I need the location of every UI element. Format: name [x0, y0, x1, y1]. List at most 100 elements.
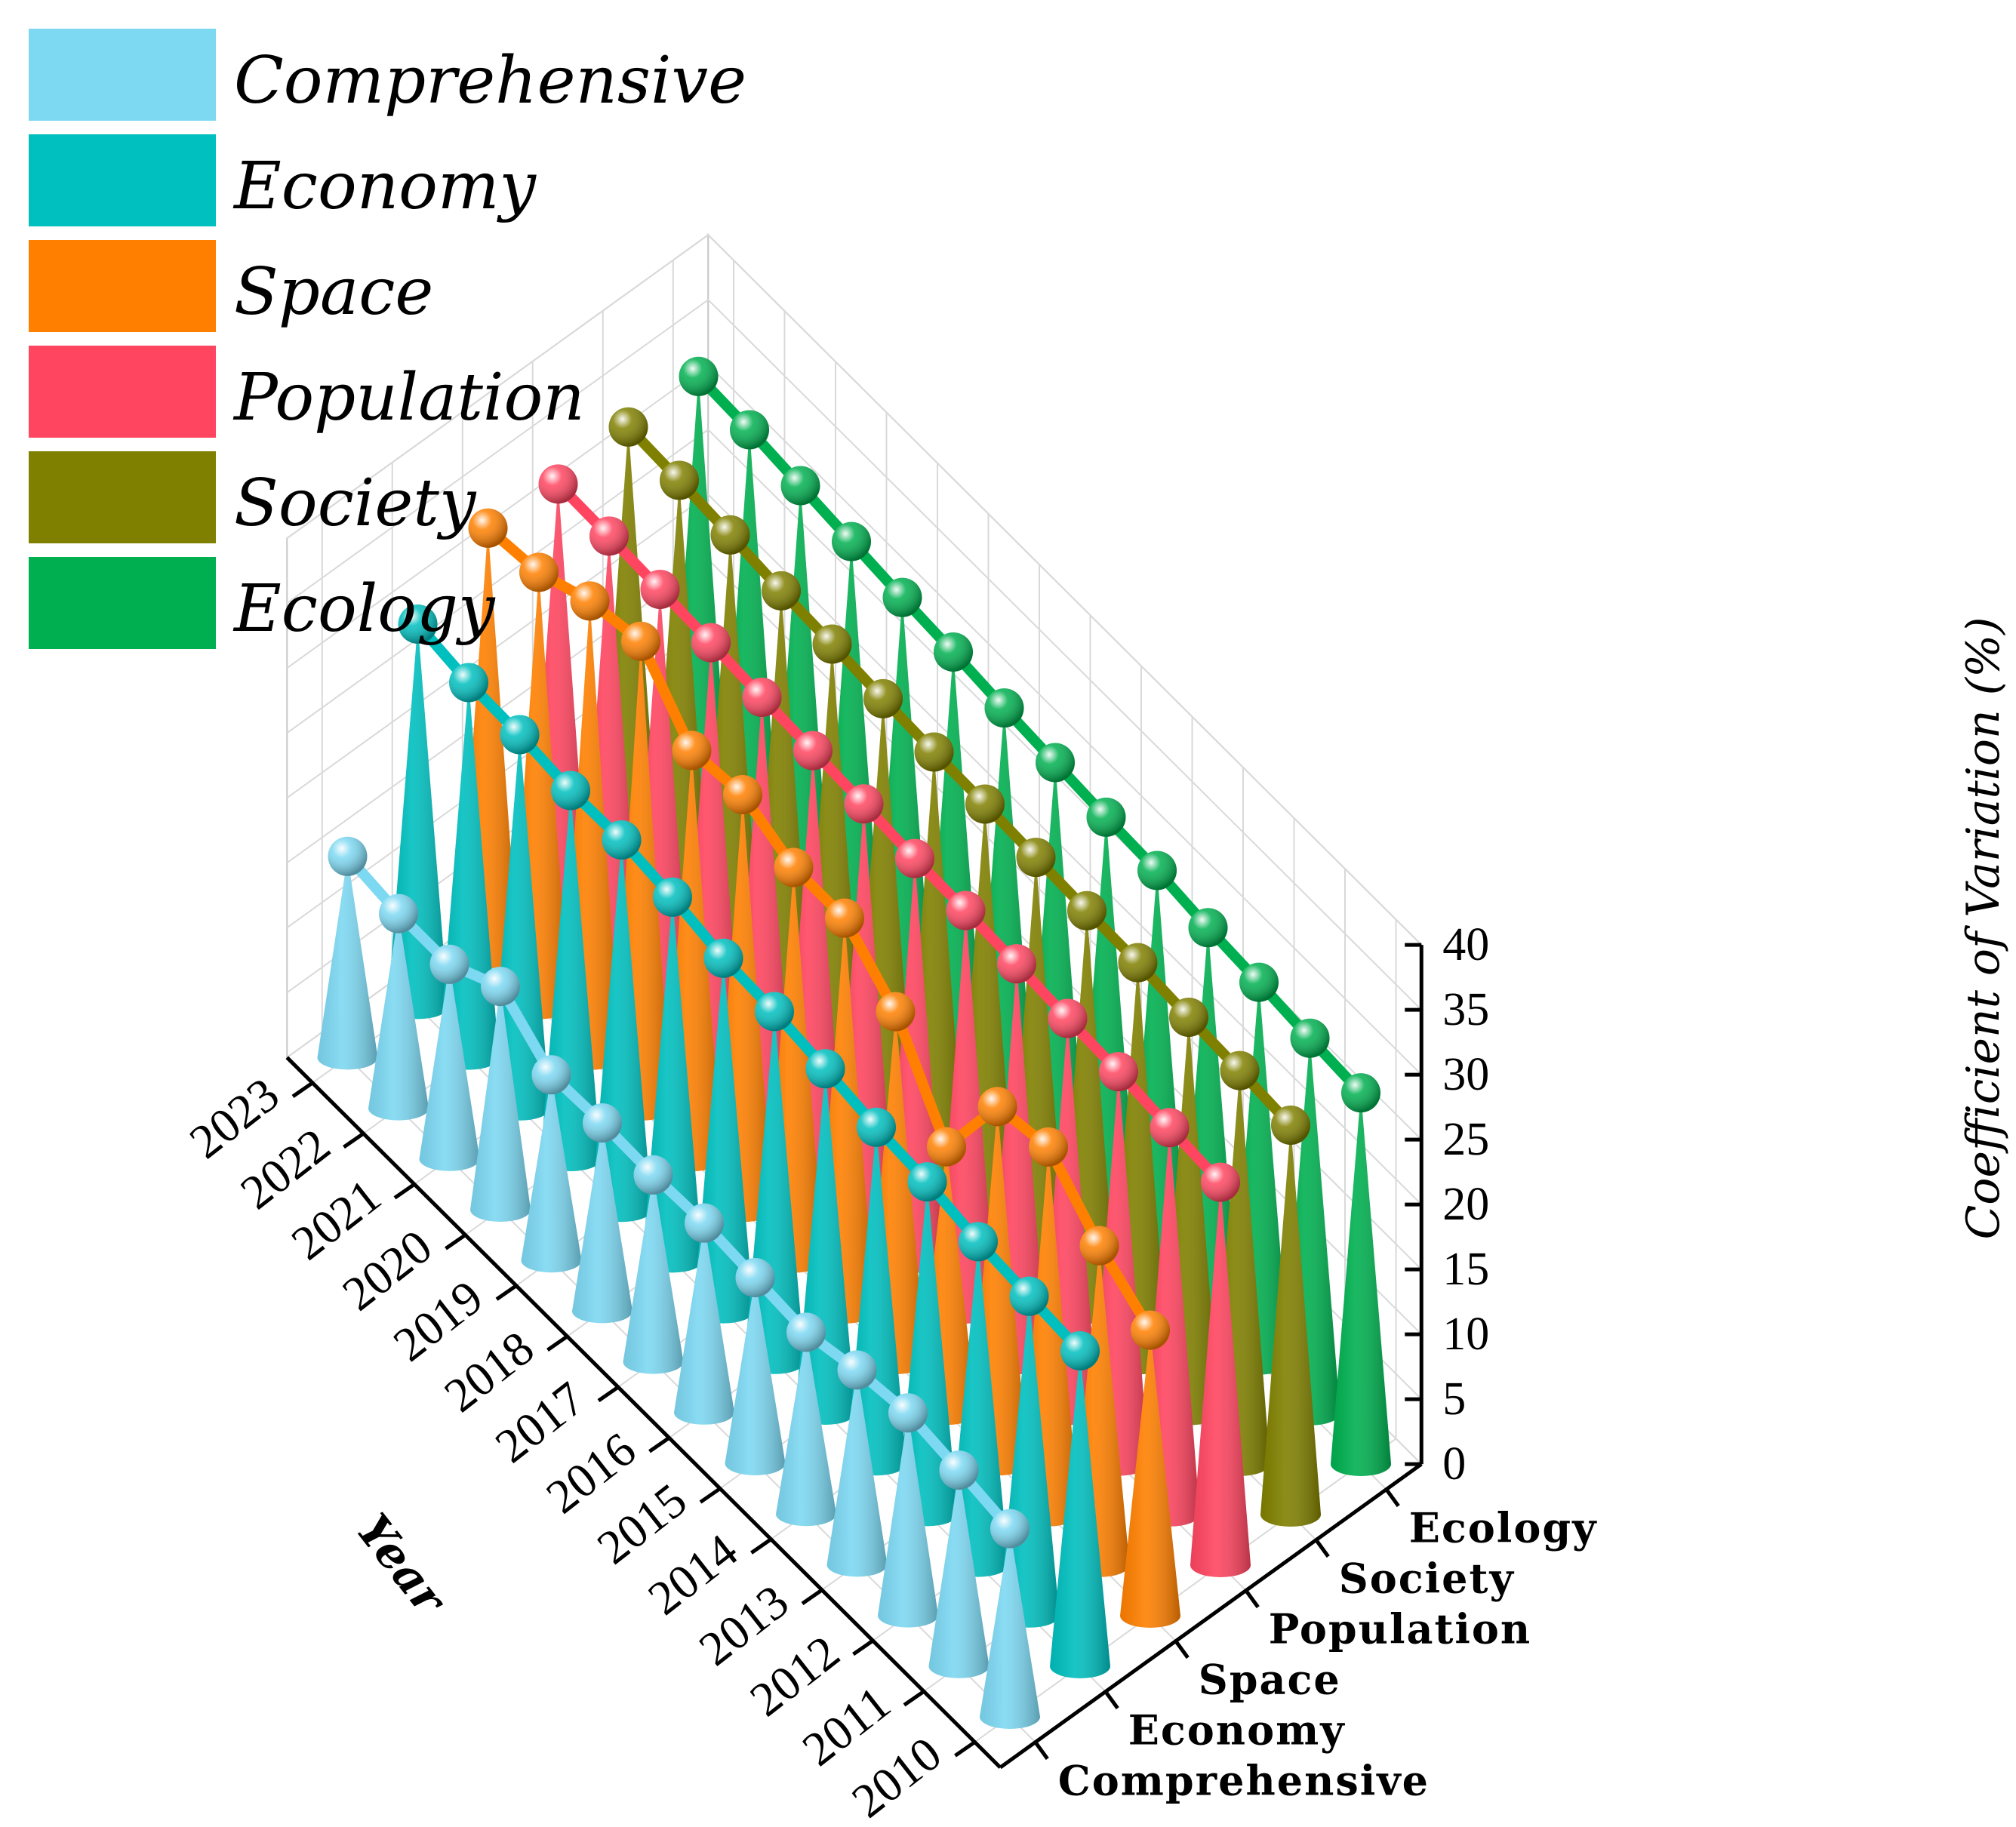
marker-society-2014 [1067, 890, 1106, 930]
marker-society-2013 [1118, 943, 1158, 983]
marker-economy-2010 [1060, 1331, 1100, 1371]
cones-comprehensive [317, 856, 1040, 1729]
marker-ecology-2023 [679, 356, 719, 396]
marker-population-2015 [946, 890, 986, 930]
marker-ecology-2012 [1239, 962, 1279, 1002]
z-tick-label: 5 [1442, 1373, 1466, 1425]
legend-swatch-population [29, 346, 216, 438]
legend-label-society: Society [234, 466, 477, 541]
marker-economy-2014 [857, 1107, 896, 1147]
marker-space-2019 [672, 730, 712, 770]
marker-ecology-2016 [1036, 743, 1075, 783]
marker-space-2011 [1079, 1226, 1119, 1266]
legend-label-economy: Economy [232, 149, 537, 224]
category-tick [1103, 1690, 1119, 1710]
z-tick-label: 35 [1442, 984, 1489, 1035]
cone-comprehensive-2021 [419, 964, 480, 1171]
marker-comprehensive-2020 [481, 967, 520, 1007]
category-label-comprehensive: Comprehensive [1058, 1757, 1430, 1805]
marker-space-2010 [1131, 1310, 1170, 1350]
marker-society-2010 [1271, 1106, 1310, 1145]
marker-economy-2018 [653, 877, 692, 917]
x-axis-title: Year [346, 1505, 457, 1627]
marker-society-2017 [914, 732, 954, 772]
marker-population-2016 [895, 838, 934, 878]
marker-economy-2021 [500, 715, 540, 755]
z-tick-label: 20 [1442, 1179, 1489, 1230]
cone-ecology-2010 [1331, 1093, 1391, 1476]
cone-comprehensive-2018 [572, 1123, 633, 1324]
year-tick [801, 1588, 823, 1605]
category-label-society: Society [1339, 1555, 1515, 1603]
cone-comprehensive-2014 [776, 1332, 836, 1527]
category-tick [1174, 1640, 1190, 1659]
marker-economy-2011 [1009, 1276, 1049, 1316]
marker-ecology-2018 [934, 632, 973, 672]
marker-population-2021 [640, 569, 680, 609]
cone-comprehensive-2015 [725, 1278, 786, 1475]
legend-label-ecology: Ecology [232, 571, 496, 647]
series-comprehensive [317, 836, 1040, 1729]
marker-economy-2013 [907, 1162, 947, 1202]
year-axis-line [285, 1056, 1002, 1769]
cone-comprehensive-2022 [368, 913, 429, 1121]
marker-population-2023 [538, 464, 578, 504]
legend: Comprehensive Economy Space Population S… [29, 29, 746, 649]
cone-comprehensive-2017 [623, 1174, 684, 1374]
cone-comprehensive-2016 [674, 1223, 734, 1425]
z-axis-title: Coefficient of Variation (%) [1957, 617, 2010, 1240]
cone-economy-2010 [1050, 1351, 1110, 1678]
marker-society-2012 [1169, 998, 1208, 1037]
year-tick [546, 1334, 568, 1352]
marker-economy-2020 [551, 770, 590, 810]
marker-comprehensive-2016 [685, 1203, 724, 1243]
year-tick [648, 1436, 670, 1453]
cone-comprehensive-2019 [521, 1075, 582, 1273]
z-gridline [286, 233, 1422, 946]
year-tick [495, 1284, 518, 1301]
marker-economy-2017 [703, 938, 743, 978]
marker-economy-2019 [602, 820, 642, 860]
marker-space-2020 [621, 621, 660, 661]
year-tick [903, 1690, 925, 1707]
marker-ecology-2019 [882, 577, 922, 617]
marker-space-2016 [825, 898, 864, 938]
z-tick-label: 40 [1442, 919, 1489, 970]
legend-swatch-space [29, 240, 216, 332]
marker-ecology-2011 [1290, 1018, 1330, 1058]
marker-population-2014 [997, 944, 1036, 984]
marker-comprehensive-2019 [531, 1055, 571, 1095]
z-tick-label: 25 [1442, 1114, 1489, 1165]
marker-society-2015 [1016, 838, 1056, 878]
marker-space-2015 [876, 992, 916, 1032]
cone-comprehensive-2010 [980, 1528, 1040, 1729]
year-tick [597, 1386, 620, 1403]
marker-society-2016 [965, 784, 1005, 824]
marker-comprehensive-2022 [379, 894, 418, 933]
marker-comprehensive-2013 [837, 1350, 877, 1390]
marker-ecology-2017 [984, 688, 1024, 728]
year-tick [954, 1740, 976, 1758]
marker-space-2017 [774, 847, 814, 887]
cone-comprehensive-2011 [928, 1470, 990, 1678]
marker-society-2023 [608, 407, 648, 447]
marker-society-2018 [863, 678, 903, 718]
marker-ecology-2013 [1188, 908, 1228, 948]
marker-population-2020 [691, 623, 731, 663]
year-tick [393, 1183, 416, 1200]
z-tick-label: 30 [1442, 1049, 1489, 1100]
marker-space-2018 [723, 775, 762, 814]
marker-economy-2015 [805, 1049, 845, 1089]
year-tick [750, 1537, 772, 1555]
marker-comprehensive-2023 [328, 836, 368, 876]
category-label-space: Space [1199, 1656, 1341, 1704]
legend-swatch-ecology [29, 557, 216, 649]
marker-ecology-2022 [730, 410, 769, 450]
cone-population-2010 [1190, 1182, 1251, 1577]
cone-comprehensive-2013 [826, 1370, 888, 1577]
marker-population-2019 [742, 677, 782, 717]
cone-economy-2012 [948, 1241, 1008, 1577]
marker-ecology-2021 [780, 466, 820, 506]
marker-space-2023 [468, 508, 508, 548]
